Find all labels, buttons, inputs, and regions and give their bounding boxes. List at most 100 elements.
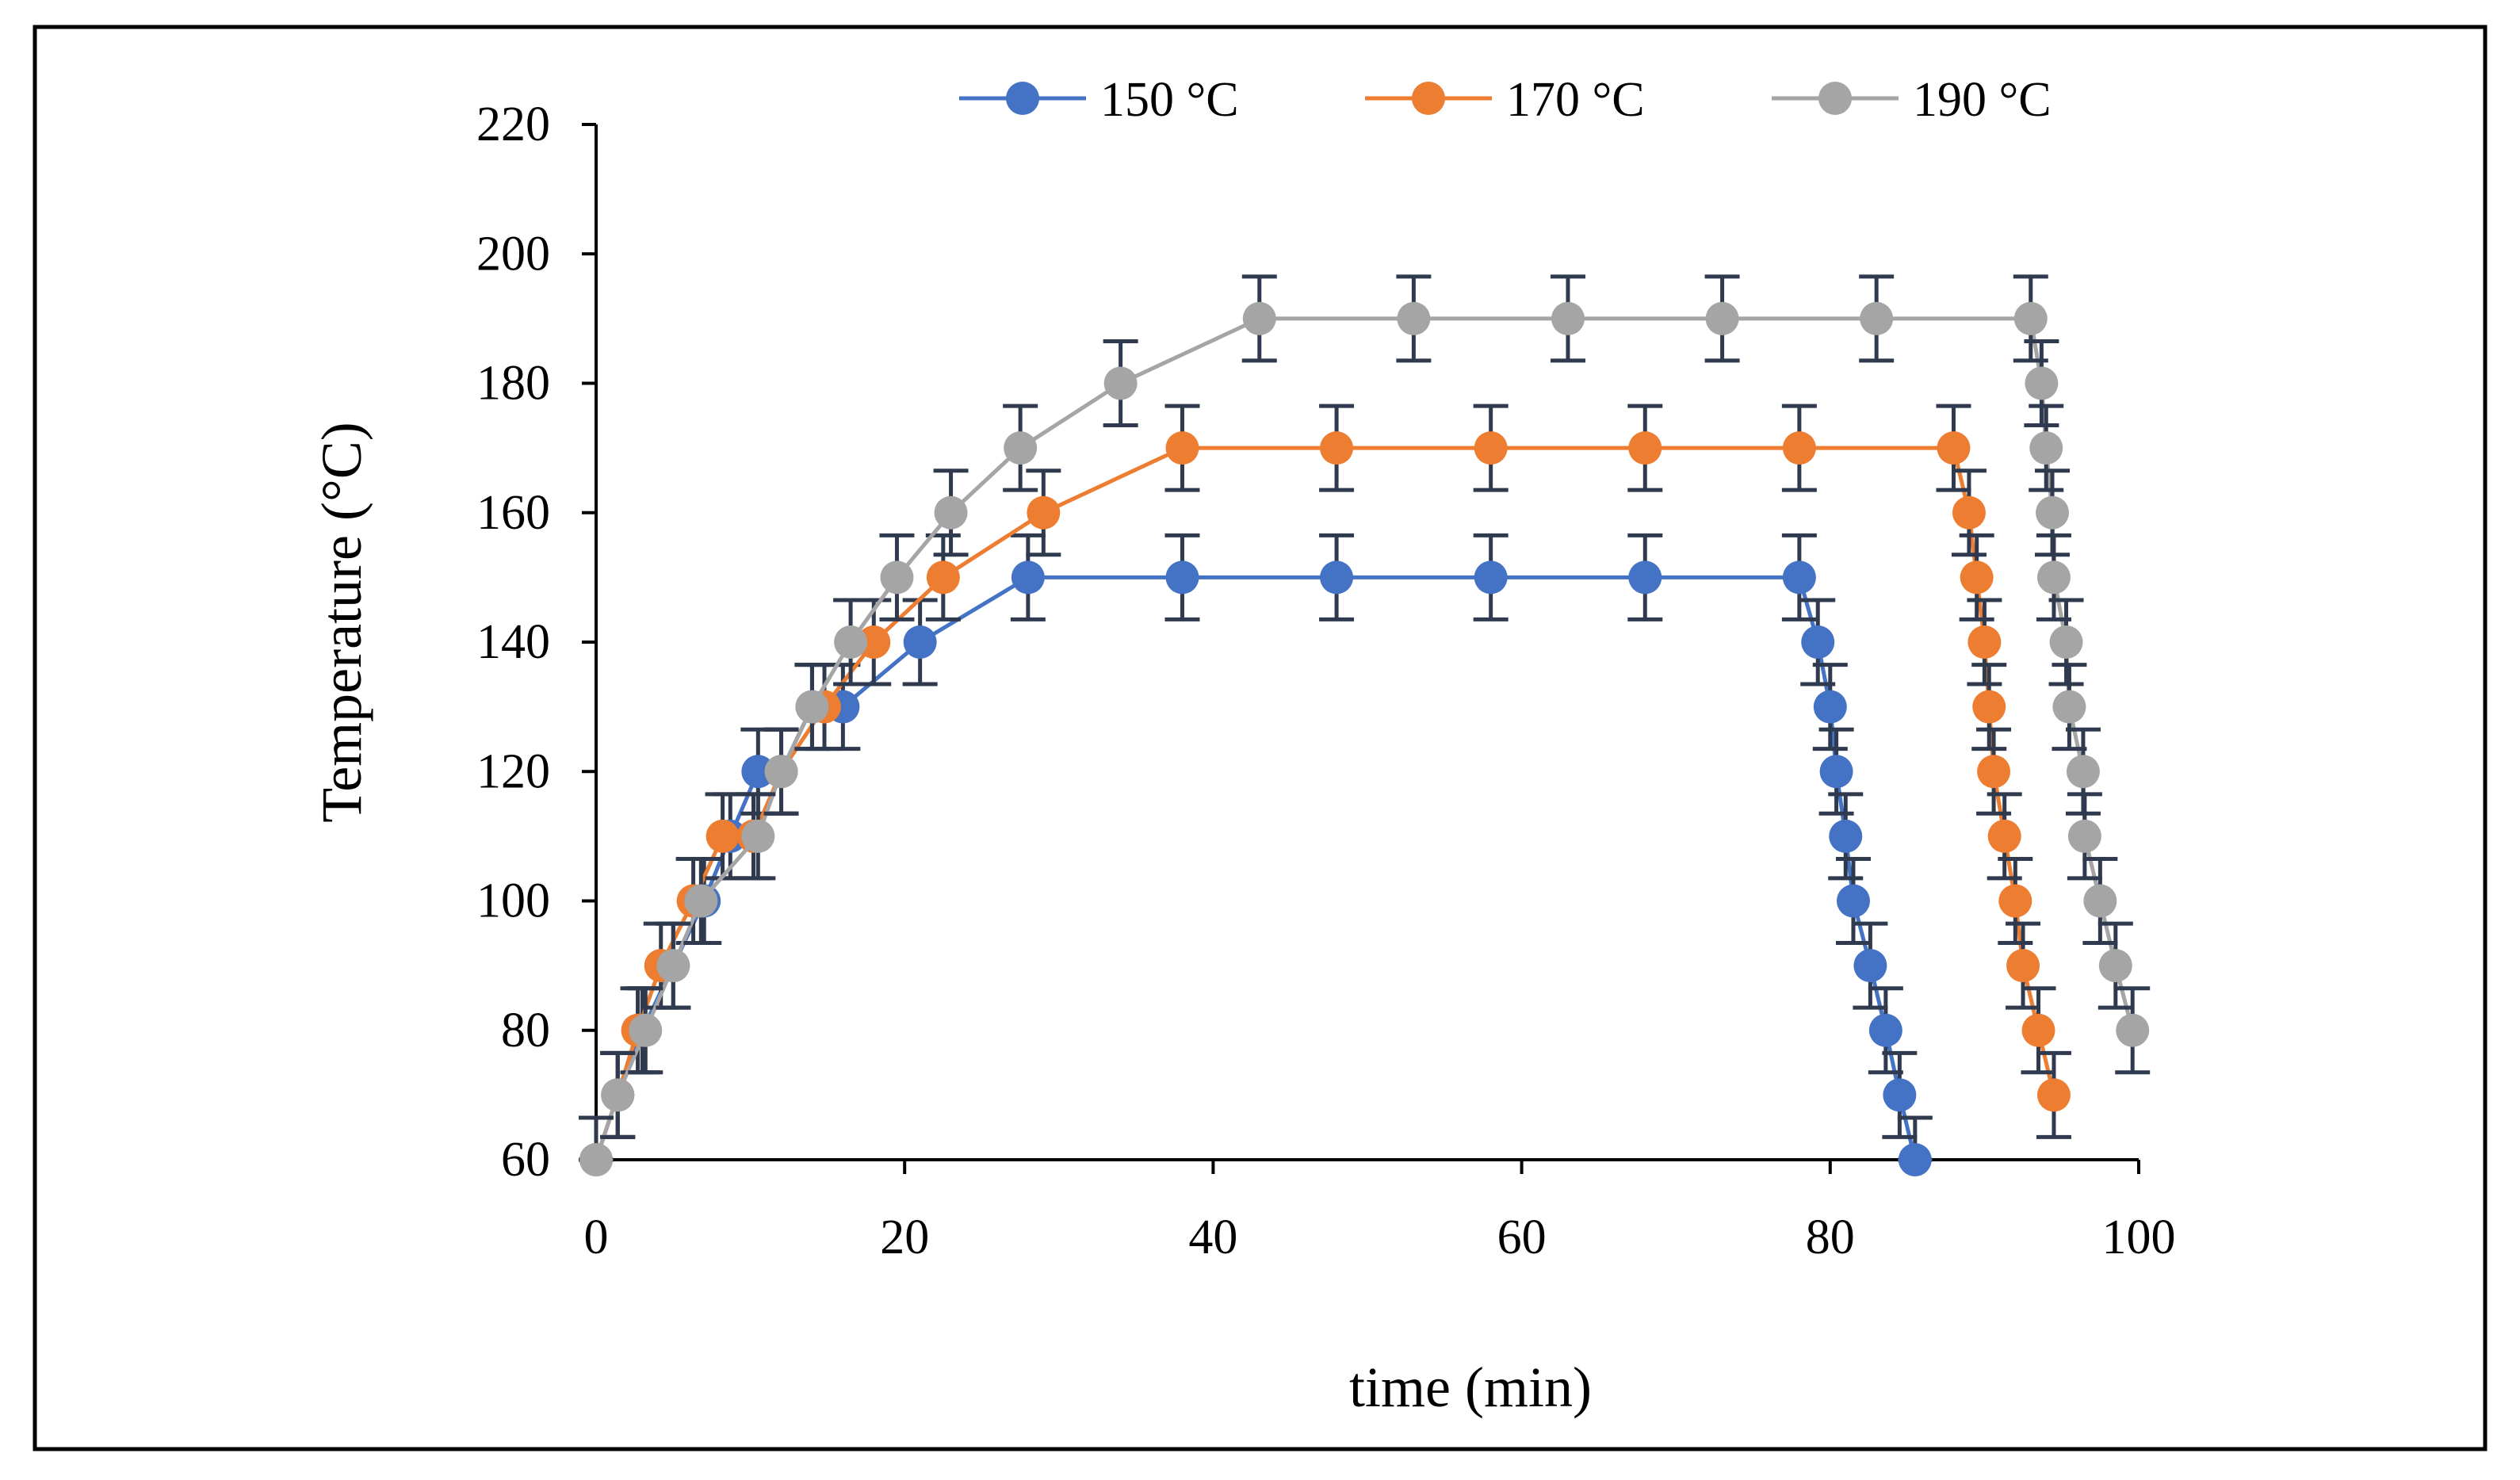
x-tick-label: 60	[1497, 1210, 1547, 1264]
plot-area	[579, 274, 2151, 1176]
data-point	[834, 625, 868, 659]
data-point	[1829, 819, 1863, 853]
data-point	[2116, 1013, 2150, 1047]
data-point	[1868, 1013, 1902, 1047]
axes: 60 80 100 120 140 160 180 200 220 0 20 40 60 80 100	[476, 98, 2176, 1264]
data-point	[795, 690, 829, 724]
data-point	[2083, 884, 2117, 918]
legend: 150 °C 170 °C 190 °C	[959, 73, 2052, 127]
data-point	[1474, 431, 1508, 465]
data-point	[1320, 560, 1354, 595]
data-point	[2049, 625, 2083, 659]
y-tick-label: 60	[501, 1133, 550, 1187]
series-2	[579, 274, 2151, 1176]
data-point	[1977, 755, 2011, 789]
data-point	[1165, 560, 1199, 595]
data-point	[1967, 625, 2002, 659]
data-point	[1397, 301, 1431, 335]
data-point	[1242, 301, 1276, 335]
data-point	[1819, 755, 1853, 789]
legend-label: 170 °C	[1506, 73, 1645, 127]
data-point	[2098, 949, 2132, 983]
data-point	[2029, 431, 2063, 465]
data-point	[706, 819, 740, 853]
data-point	[1782, 560, 1816, 595]
legend-label: 190 °C	[1913, 73, 2052, 127]
y-tick-label: 120	[476, 744, 550, 798]
y-axis-title: Temperature (°C)	[310, 422, 373, 823]
data-point	[1474, 560, 1508, 595]
y-tick-label: 80	[501, 1004, 550, 1057]
data-point	[903, 625, 937, 659]
data-point	[1004, 431, 1038, 465]
data-point	[1860, 301, 1894, 335]
y-tick-label: 180	[476, 357, 550, 411]
data-point	[1011, 560, 1045, 595]
data-point	[2036, 1078, 2071, 1112]
data-point	[684, 884, 718, 918]
data-point	[2067, 819, 2101, 853]
data-point	[1628, 431, 1662, 465]
legend-marker	[1412, 82, 1445, 115]
x-tick-label: 0	[584, 1210, 609, 1264]
data-point	[1972, 690, 2006, 724]
data-point	[2013, 301, 2048, 335]
data-point	[2021, 1013, 2055, 1047]
data-point	[2006, 949, 2040, 983]
data-point	[1027, 495, 1061, 530]
data-point	[1320, 431, 1354, 465]
x-tick-label: 100	[2102, 1210, 2176, 1264]
data-point	[579, 1143, 613, 1176]
data-point	[1937, 431, 1971, 465]
data-point	[1628, 560, 1662, 595]
data-point	[2025, 366, 2059, 400]
data-point	[857, 625, 891, 659]
data-point	[926, 560, 960, 595]
data-point	[1705, 301, 1739, 335]
data-point	[2036, 495, 2070, 530]
legend-entry-1: 170 °C	[1365, 73, 1645, 127]
data-point	[2036, 560, 2071, 595]
y-tick-label: 220	[476, 98, 550, 151]
data-point	[1782, 431, 1816, 465]
y-tick-label: 200	[476, 227, 550, 281]
data-point	[1813, 690, 1847, 724]
legend-entry-2: 190 °C	[1772, 73, 2052, 127]
x-tick-label: 20	[880, 1210, 929, 1264]
legend-marker	[1006, 82, 1039, 115]
data-point	[741, 819, 775, 853]
y-tick-label: 140	[476, 615, 550, 669]
x-tick-label: 40	[1188, 1210, 1237, 1264]
data-point	[629, 1013, 663, 1047]
data-point	[1898, 1143, 1932, 1176]
data-point	[741, 755, 775, 789]
data-point	[1883, 1078, 1917, 1112]
data-point	[1952, 495, 1986, 530]
y-tick-label: 100	[476, 874, 550, 928]
legend-marker	[1818, 82, 1852, 115]
data-point	[2066, 755, 2100, 789]
data-point	[880, 560, 914, 595]
series-line	[594, 446, 2056, 1161]
data-point	[1998, 884, 2032, 918]
data-point	[1551, 301, 1585, 335]
data-point	[1853, 949, 1887, 983]
data-point	[764, 755, 798, 789]
legend-label: 150 °C	[1100, 73, 1239, 127]
x-tick-label: 80	[1806, 1210, 1855, 1264]
legend-entry-0: 150 °C	[959, 73, 1239, 127]
data-point	[1836, 884, 1870, 918]
data-point	[656, 949, 690, 983]
data-point	[1103, 366, 1138, 400]
y-tick-label: 160	[476, 486, 550, 540]
data-point	[601, 1078, 635, 1112]
data-point	[2052, 690, 2086, 724]
data-point	[1960, 560, 1994, 595]
data-point	[934, 495, 968, 530]
data-point	[1801, 625, 1835, 659]
data-point	[1165, 431, 1199, 465]
x-axis-title: time (min)	[1349, 1356, 1592, 1419]
data-point	[1987, 819, 2021, 853]
